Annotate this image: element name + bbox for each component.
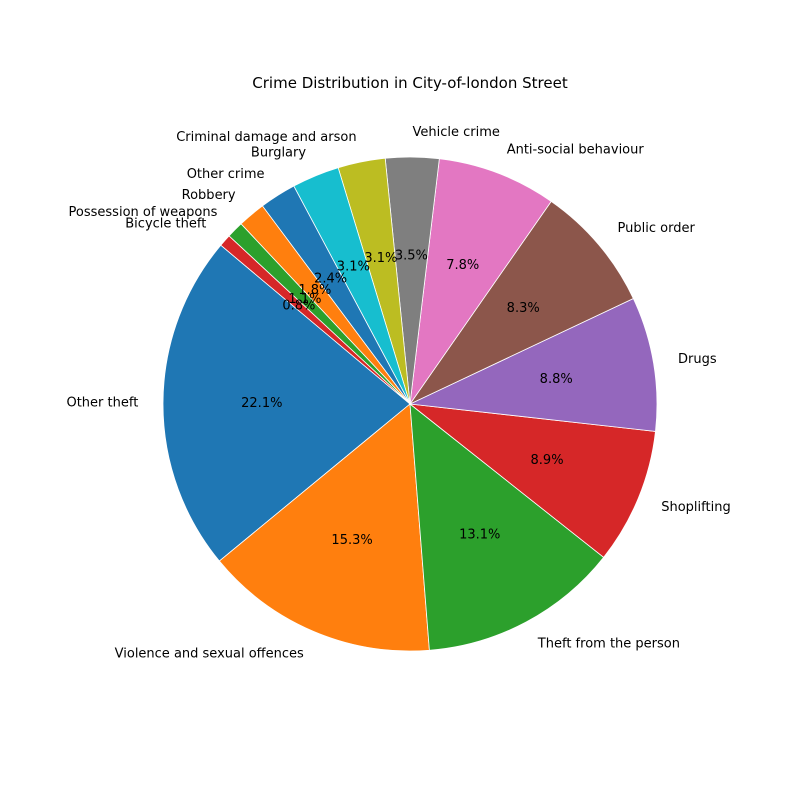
- slice-percent-1: 15.3%: [331, 533, 372, 548]
- slice-label-13: Bicycle theft: [125, 217, 206, 232]
- pie-slice-2: [409, 403, 605, 651]
- slice-percent-3: 8.9%: [531, 453, 564, 468]
- slice-label-4: Drugs: [678, 352, 717, 367]
- pie-slice-6: [409, 158, 552, 405]
- slice-label-11: Robbery: [182, 188, 236, 203]
- slice-label-8: Criminal damage and arson: [176, 130, 356, 145]
- slice-percent-4: 8.8%: [540, 372, 573, 387]
- pie-slice-0: [162, 244, 411, 562]
- slice-percent-5: 8.3%: [507, 301, 540, 316]
- slice-percent-7: 3.5%: [395, 248, 428, 263]
- pie-slice-13: [220, 235, 411, 405]
- pie-slice-5: [408, 200, 634, 406]
- slice-percent-13: 0.8%: [282, 298, 315, 313]
- pie-slice-4: [408, 298, 658, 432]
- slice-label-1: Violence and sexual offences: [115, 647, 304, 662]
- slice-label-0: Other theft: [66, 395, 138, 410]
- slice-label-7: Vehicle crime: [413, 125, 500, 140]
- slice-percent-0: 22.1%: [241, 396, 282, 411]
- slice-label-2: Theft from the person: [537, 636, 680, 651]
- pie-slice-3: [408, 403, 656, 558]
- slice-percent-6: 7.8%: [446, 258, 479, 273]
- slice-percent-8: 3.1%: [364, 251, 397, 266]
- slices-layer: [162, 156, 658, 652]
- pie-slice-1: [218, 403, 430, 652]
- slice-label-6: Anti-social behaviour: [507, 143, 645, 158]
- slice-label-3: Shoplifting: [661, 500, 730, 515]
- slice-label-5: Public order: [618, 221, 696, 236]
- slice-label-9: Burglary: [251, 145, 306, 160]
- slice-percent-2: 13.1%: [459, 527, 500, 542]
- labels-layer: Other theft 22.1% Violence and sexual offe…: [66, 125, 730, 662]
- slice-percent-12: 1.1%: [288, 292, 321, 307]
- slice-percent-10: 2.4%: [314, 271, 347, 286]
- slice-percent-9: 3.1%: [337, 260, 370, 275]
- slice-percent-11: 1.8%: [298, 283, 331, 298]
- slice-label-10: Other crime: [187, 167, 265, 182]
- slice-label-12: Possession of weapons: [69, 205, 218, 220]
- chart-title: Crime Distribution in City-of-london Str…: [252, 74, 568, 92]
